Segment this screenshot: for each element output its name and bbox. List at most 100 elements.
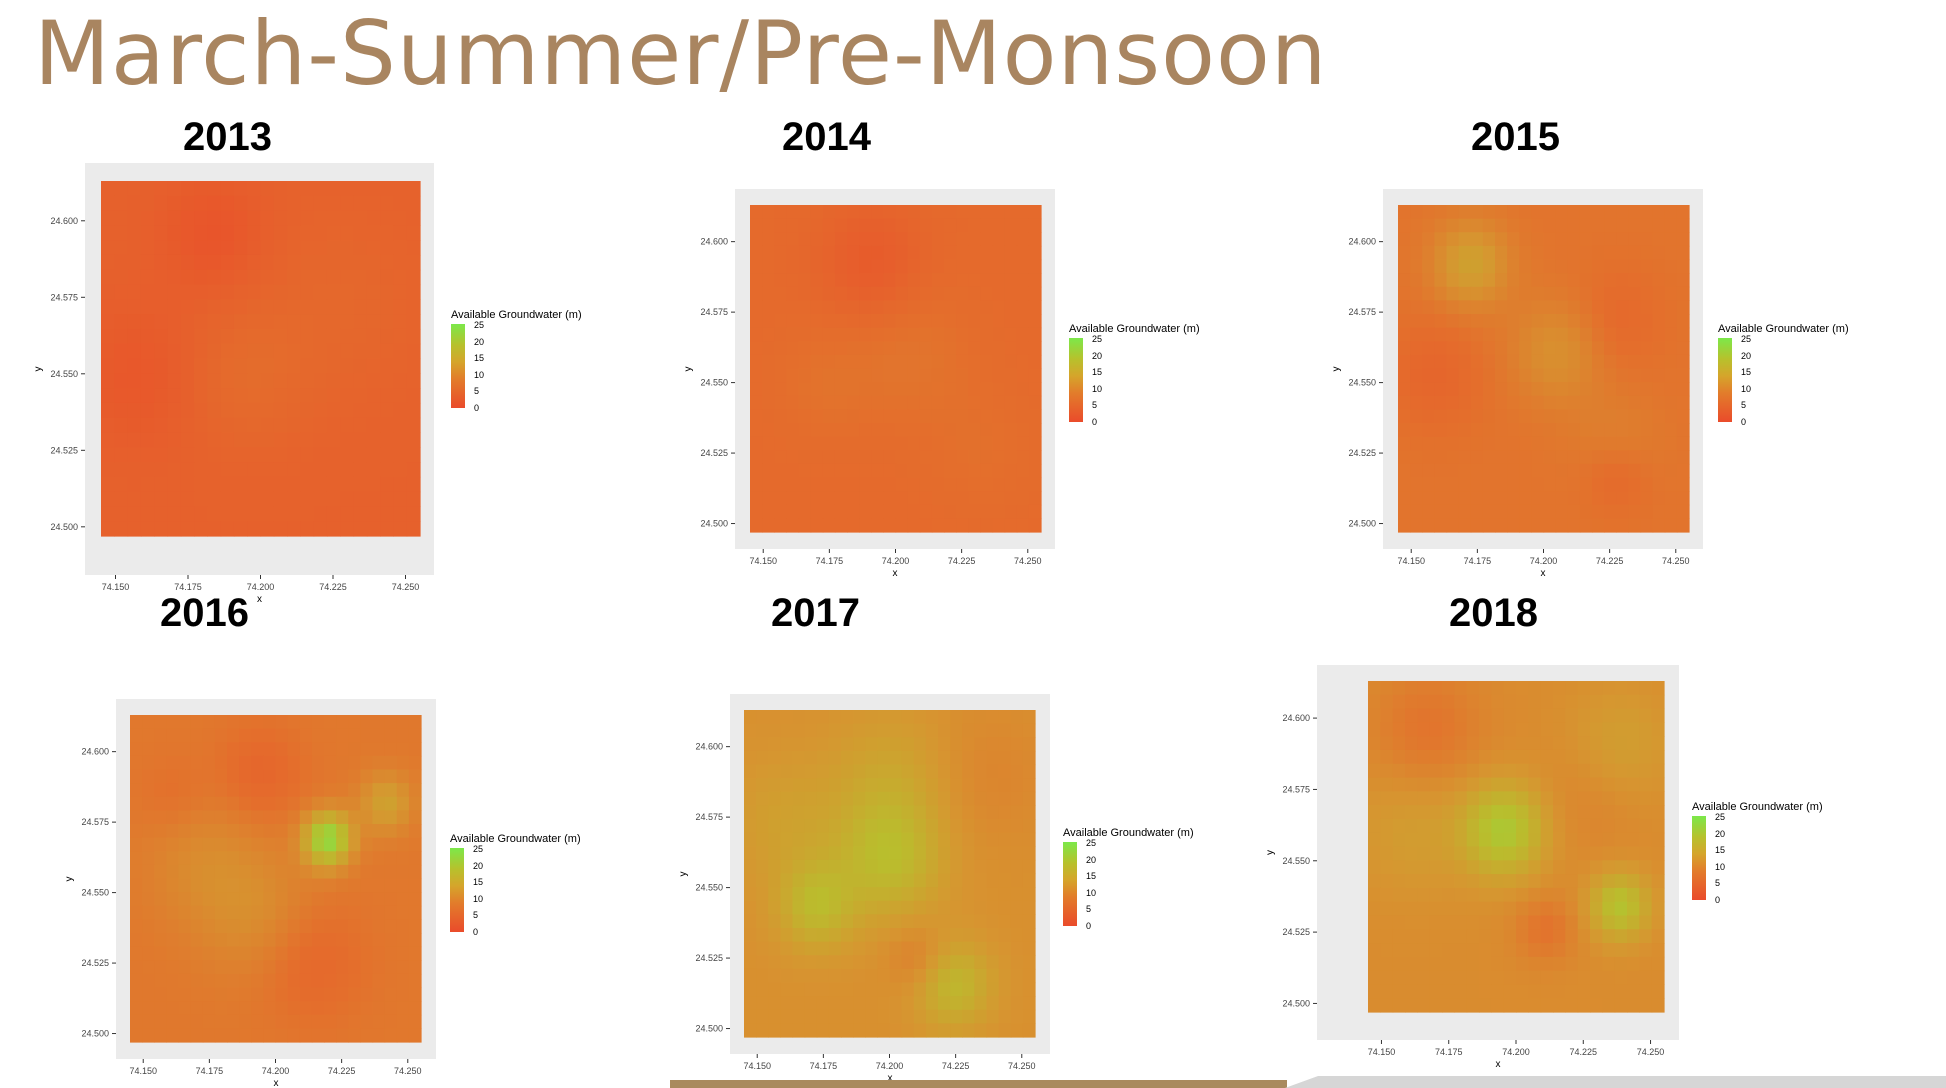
heatmap-cell [1028, 259, 1042, 274]
heatmap-cell [154, 343, 169, 360]
heatmap-cell [1028, 491, 1042, 506]
heatmap-cell [178, 892, 192, 907]
heatmap-cell [1519, 518, 1532, 533]
heatmap-cell [1028, 504, 1042, 519]
heatmap-cell [324, 837, 337, 852]
x-tick-label: 74.225 [942, 1061, 970, 1071]
heatmap-cell [919, 409, 933, 424]
heatmap-cell [127, 521, 142, 537]
heatmap-cell [1553, 777, 1566, 792]
heatmap-cell [239, 987, 252, 1002]
heatmap-cell [1028, 286, 1042, 301]
heatmap-cell [233, 521, 248, 537]
heatmap-cell [1555, 218, 1569, 233]
heatmap-cell [980, 450, 994, 465]
heatmap-cell [166, 1001, 180, 1016]
y-axis-label: y [683, 367, 694, 372]
heatmap-cell [1553, 681, 1566, 696]
heatmap-cell [1553, 736, 1566, 751]
heatmap-cell [326, 417, 341, 434]
heatmap-cell [1651, 943, 1665, 958]
heatmap-cell [853, 846, 866, 861]
heatmap-cell [1004, 518, 1018, 533]
heatmap-cell [300, 328, 315, 345]
heatmap-cell [853, 1009, 866, 1024]
heatmap-cell [780, 723, 794, 738]
heatmap-cell [353, 358, 368, 374]
heatmap-cell [1540, 929, 1554, 944]
heatmap-cell [798, 259, 812, 274]
heatmap-cell [287, 851, 301, 866]
heatmap-cell [1664, 450, 1678, 465]
heatmap-cell [1519, 409, 1532, 424]
heatmap-cell [895, 450, 909, 465]
heatmap-cell [962, 710, 975, 725]
heatmap-cell [300, 240, 315, 256]
heatmap-cell [142, 1001, 155, 1016]
heatmap-cell [1479, 749, 1492, 765]
heatmap-cell [883, 327, 897, 342]
heatmap-cell [408, 1014, 422, 1029]
heatmap-cell [1616, 259, 1629, 274]
heatmap-cell [340, 521, 355, 537]
heatmap-cell [408, 1001, 422, 1016]
heatmap-cell [774, 218, 787, 233]
heatmap-cell [1458, 395, 1472, 410]
heatmap-cell [834, 232, 848, 247]
heatmap-cell [114, 491, 129, 508]
heatmap-cell [768, 941, 781, 956]
heatmap-cell [1664, 300, 1678, 315]
heatmap-cell [1602, 970, 1616, 986]
heatmap-cell [1010, 955, 1024, 970]
heatmap-cell [207, 447, 222, 463]
heatmap-cell [1664, 205, 1678, 220]
heatmap-cell [247, 284, 262, 300]
heatmap-cell [348, 864, 361, 880]
heatmap-cell [750, 463, 763, 479]
heatmap-cell [986, 710, 1000, 725]
heatmap-cell [889, 832, 903, 847]
heatmap-cell [1604, 491, 1617, 506]
heatmap-cell [1640, 504, 1654, 519]
heatmap-cell [101, 476, 115, 493]
heatmap-cell [865, 750, 878, 766]
legend-2018: Available Groundwater (m) 25 20 15 10 5 0 [1692, 801, 1823, 905]
heatmap-cell [780, 968, 794, 984]
heatmap-cell [980, 341, 994, 356]
heatmap-cell [348, 755, 361, 771]
heatmap-cell [816, 982, 830, 997]
heatmap-cell [313, 388, 328, 404]
heatmap-cell [919, 491, 933, 506]
heatmap-cell [962, 873, 975, 888]
heatmap-cell [300, 462, 315, 478]
heatmap-cell [944, 341, 957, 356]
heatmap-cell [1458, 300, 1472, 315]
heatmap-cell [1446, 300, 1460, 315]
heatmap-cell [1543, 205, 1557, 220]
heatmap-cell [1398, 245, 1411, 261]
heatmap-cell [214, 837, 228, 852]
heatmap-cell [353, 491, 368, 508]
heatmap-cell [1491, 749, 1505, 765]
heatmap-cell [744, 819, 757, 834]
heatmap-cell [114, 210, 129, 226]
heatmap-cell [877, 819, 891, 834]
heatmap-cell [202, 769, 216, 784]
heatmap-cell [1491, 929, 1505, 944]
heatmap-cell [841, 750, 854, 766]
heatmap-cell [1565, 874, 1579, 889]
heatmap-cell [925, 982, 939, 997]
heatmap-cell [798, 368, 812, 383]
heatmap-cell [380, 195, 395, 212]
heatmap-cell [154, 960, 167, 975]
heatmap-cell [239, 973, 252, 989]
heatmap-cell [220, 299, 235, 315]
heatmap-cell [300, 506, 315, 522]
heatmap-cell [207, 181, 222, 197]
heatmap-cell [744, 846, 757, 861]
heatmap-cell [889, 819, 903, 834]
heatmap-cell [1627, 846, 1640, 861]
heatmap-cell [986, 914, 1000, 929]
heatmap-cell [847, 409, 860, 424]
heatmap-cell [883, 491, 897, 506]
